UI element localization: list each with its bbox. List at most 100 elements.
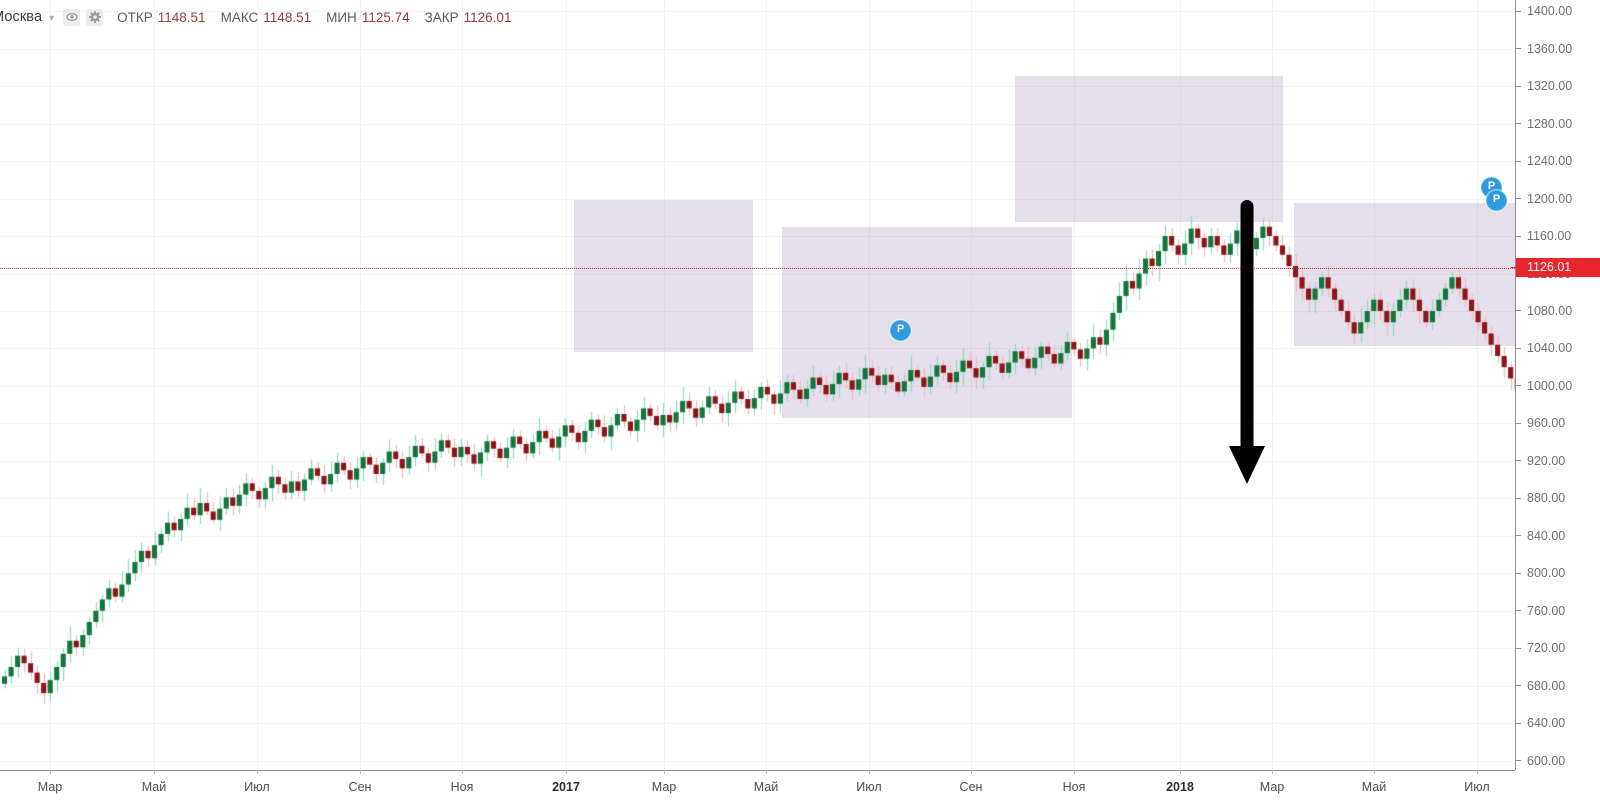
price-axis-tick: 1360.00 bbox=[1516, 42, 1600, 56]
price-axis-tick: 680.00 bbox=[1516, 679, 1600, 693]
time-axis-tick-mark bbox=[1374, 770, 1375, 774]
price-axis-tick-label: 960.00 bbox=[1527, 416, 1566, 431]
time-axis-tick-mark bbox=[566, 770, 567, 774]
price-axis-tick-mark bbox=[1516, 160, 1521, 162]
time-axis-tick-label: Сен bbox=[959, 780, 983, 794]
time-axis-tick-mark bbox=[1477, 770, 1478, 774]
candlestick-series bbox=[0, 0, 1515, 770]
price-axis-tick-mark bbox=[1516, 198, 1521, 200]
price-axis-tick-mark bbox=[1516, 85, 1521, 87]
time-axis-tick-mark bbox=[257, 770, 258, 774]
price-axis-tick: 1040.00 bbox=[1516, 341, 1600, 355]
price-axis-tick-mark bbox=[1516, 647, 1521, 649]
price-axis-tick-label: 1400.00 bbox=[1527, 4, 1573, 19]
price-axis-tick-mark bbox=[1516, 460, 1521, 462]
price-axis-tick: 720.00 bbox=[1516, 641, 1600, 655]
price-axis-tick: 1280.00 bbox=[1516, 117, 1600, 131]
time-axis-tick-mark bbox=[869, 770, 870, 774]
time-axis-tick-label: Май bbox=[1361, 780, 1387, 794]
price-axis-tick-mark bbox=[1516, 760, 1521, 762]
price-axis-tick: 880.00 bbox=[1516, 491, 1600, 505]
time-axis-tick-label: Мар bbox=[651, 780, 677, 794]
price-axis-tick: 1080.00 bbox=[1516, 304, 1600, 318]
price-axis-tick-label: 760.00 bbox=[1527, 603, 1566, 618]
price-axis-tick-mark bbox=[1516, 722, 1521, 724]
price-axis-tick-mark bbox=[1516, 310, 1521, 312]
price-axis-tick-mark bbox=[1516, 10, 1521, 12]
price-axis-tick: 920.00 bbox=[1516, 454, 1600, 468]
time-axis-rule bbox=[0, 770, 1515, 771]
price-axis-tick: 840.00 bbox=[1516, 529, 1600, 543]
price-axis-tick: 1320.00 bbox=[1516, 79, 1600, 93]
price-axis-tick-label: 1080.00 bbox=[1527, 303, 1573, 318]
time-axis-tick-mark bbox=[50, 770, 51, 774]
price-axis-tick-label: 1320.00 bbox=[1527, 79, 1573, 94]
time-axis-tick-mark bbox=[462, 770, 463, 774]
marker-p-3[interactable]: P bbox=[1486, 190, 1507, 211]
price-axis-tick: 760.00 bbox=[1516, 604, 1600, 618]
price-axis-tick-label: 1280.00 bbox=[1527, 116, 1573, 131]
price-axis-tick-label: 880.00 bbox=[1527, 491, 1566, 506]
time-axis-tick-mark bbox=[154, 770, 155, 774]
time-axis-tick-label: Июл bbox=[244, 780, 270, 794]
price-axis-tick-mark bbox=[1516, 347, 1521, 349]
price-axis-tick: 1160.00 bbox=[1516, 229, 1600, 243]
last-price-badge[interactable]: 1126.01 bbox=[1511, 258, 1600, 278]
time-axis-tick-label: Мар bbox=[1259, 780, 1285, 794]
time-axis-tick-mark bbox=[1074, 770, 1075, 774]
price-axis-tick: 960.00 bbox=[1516, 416, 1600, 430]
price-axis-tick-mark bbox=[1516, 610, 1521, 612]
time-axis-tick-mark bbox=[664, 770, 665, 774]
price-axis[interactable]: 1400.00 1360.00 1320.00 1280.00 1240.00 1200.… bbox=[1511, 0, 1600, 770]
price-axis-tick: 1240.00 bbox=[1516, 154, 1600, 168]
price-axis-tick-mark bbox=[1516, 685, 1521, 687]
price-axis-tick-mark bbox=[1516, 535, 1521, 537]
price-axis-tick-mark bbox=[1516, 235, 1521, 237]
price-axis-tick-label: 1160.00 bbox=[1527, 229, 1572, 244]
time-axis-tick-label: Ноя bbox=[450, 780, 474, 794]
price-axis-tick: 1200.00 bbox=[1516, 192, 1600, 206]
price-axis-tick-mark bbox=[1516, 385, 1521, 387]
price-axis-tick-label: 920.00 bbox=[1527, 453, 1566, 468]
price-axis-tick-label: 1200.00 bbox=[1527, 191, 1573, 206]
time-axis-tick-label: Май bbox=[753, 780, 779, 794]
price-axis-tick-label: 680.00 bbox=[1527, 678, 1566, 693]
price-axis-tick-label: 1000.00 bbox=[1527, 378, 1573, 393]
price-axis-tick: 800.00 bbox=[1516, 566, 1600, 580]
time-axis-tick-label: Сен bbox=[348, 780, 372, 794]
price-axis-tick-label: 1360.00 bbox=[1527, 41, 1573, 56]
price-axis-tick: 600.00 bbox=[1516, 754, 1600, 768]
price-axis-tick-mark bbox=[1516, 572, 1521, 574]
price-axis-tick-label: 640.00 bbox=[1527, 716, 1566, 731]
last-price-line bbox=[0, 267, 1515, 269]
price-axis-tick-mark bbox=[1516, 123, 1521, 125]
time-axis-tick-label: Ноя bbox=[1062, 780, 1086, 794]
price-axis-tick-mark bbox=[1516, 497, 1521, 499]
price-axis-tick-mark bbox=[1516, 422, 1521, 424]
time-axis-tick-label: 2017 bbox=[552, 780, 580, 794]
price-axis-tick-label: 600.00 bbox=[1527, 753, 1566, 768]
time-axis-tick-label: Июл bbox=[1464, 780, 1490, 794]
price-axis-tick: 1000.00 bbox=[1516, 379, 1600, 393]
time-axis-tick-label: 2018 bbox=[1166, 780, 1194, 794]
time-axis-tick-label: Май bbox=[141, 780, 167, 794]
price-axis-tick-label: 840.00 bbox=[1527, 528, 1566, 543]
price-axis-tick: 1400.00 bbox=[1516, 4, 1600, 18]
price-axis-tick-label: 1040.00 bbox=[1527, 341, 1573, 356]
price-axis-tick-label: 720.00 bbox=[1527, 641, 1566, 656]
time-axis-tick-label: Июл bbox=[856, 780, 882, 794]
price-axis-tick: 640.00 bbox=[1516, 716, 1600, 730]
time-axis-tick-mark bbox=[971, 770, 972, 774]
time-axis-tick-mark bbox=[360, 770, 361, 774]
marker-p-1[interactable]: P bbox=[890, 320, 911, 341]
time-axis-tick-mark bbox=[766, 770, 767, 774]
price-axis-tick-label: 800.00 bbox=[1527, 566, 1566, 581]
time-axis-tick-mark bbox=[1272, 770, 1273, 774]
price-axis-tick-label: 1240.00 bbox=[1527, 154, 1573, 169]
time-axis[interactable]: Мар Май Июл Сен Ноя 2017 Мар Май Июл Сен Ноя 2018 Ма… bbox=[0, 770, 1600, 803]
time-axis-tick-label: Мар bbox=[37, 780, 63, 794]
price-axis-tick-mark bbox=[1516, 48, 1521, 50]
time-axis-tick-mark bbox=[1180, 770, 1181, 774]
